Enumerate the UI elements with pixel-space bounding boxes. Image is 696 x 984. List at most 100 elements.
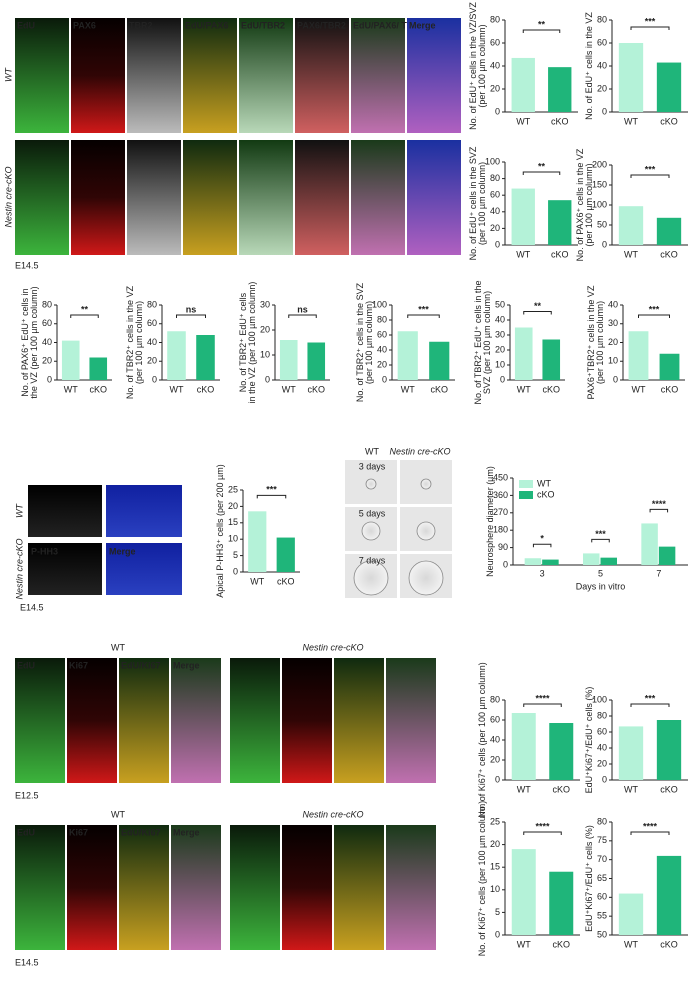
micrograph bbox=[15, 658, 65, 783]
y-tick-label: 80 bbox=[490, 14, 500, 24]
y-tick-label: 15 bbox=[228, 517, 238, 527]
bar bbox=[618, 726, 644, 780]
y-axis-label: No. of PAX6⁺ EdU⁺ cells inthe VZ (per 10… bbox=[20, 286, 39, 398]
micrograph bbox=[28, 543, 102, 595]
significance-label: **** bbox=[652, 499, 667, 509]
bar bbox=[89, 357, 108, 380]
x-tick-label: cKO bbox=[197, 384, 215, 394]
image-label: EdU/PAX6/ TBR2 bbox=[353, 20, 425, 30]
y-tick-label: 50 bbox=[495, 299, 505, 309]
bar bbox=[658, 546, 676, 565]
y-tick-label: 40 bbox=[377, 344, 387, 354]
bar bbox=[659, 353, 680, 380]
image-label: PAX6 bbox=[73, 20, 96, 30]
y-tick-label: 5 bbox=[233, 550, 238, 560]
x-tick-label: WT bbox=[170, 384, 184, 394]
x-tick-label: cKO bbox=[660, 784, 678, 794]
y-tick-label: 60 bbox=[490, 37, 500, 47]
y-tick-label: 60 bbox=[42, 318, 52, 328]
x-tick-label: cKO bbox=[277, 576, 295, 586]
x-tick-label: cKO bbox=[551, 249, 569, 259]
bar bbox=[511, 57, 535, 112]
image-label: PAX6/TBR2 bbox=[297, 20, 346, 30]
x-tick-label: WT bbox=[624, 939, 638, 949]
y-tick-label: 20 bbox=[490, 839, 500, 849]
significance-bracket bbox=[630, 831, 670, 835]
significance-bracket bbox=[630, 703, 670, 707]
significance-label: *** bbox=[595, 529, 606, 539]
bar bbox=[618, 893, 644, 935]
y-axis-label-line: Neurosphere diameter (µm) bbox=[485, 466, 495, 577]
y-tick-label: 20 bbox=[42, 356, 52, 366]
y-tick-label: 20 bbox=[608, 337, 618, 347]
micrograph bbox=[127, 18, 181, 133]
row-label: 3 days bbox=[359, 461, 386, 471]
bar bbox=[628, 331, 649, 380]
significance-bracket bbox=[407, 314, 440, 318]
y-axis-label-line: No. of Ki67⁺ cells (per 100 µm column) bbox=[477, 662, 487, 818]
micrograph bbox=[106, 485, 182, 537]
y-tick-label: 80 bbox=[490, 173, 500, 183]
y-axis-label-line: in the VZ (per 100 µm column) bbox=[247, 282, 257, 404]
y-axis-label: Neurosphere diameter (µm) bbox=[485, 466, 495, 577]
micrograph bbox=[386, 825, 436, 950]
micrograph bbox=[67, 658, 117, 783]
bar bbox=[279, 340, 298, 380]
image-label: EdU/PAX6 bbox=[185, 20, 228, 30]
bar bbox=[397, 331, 418, 380]
y-tick-label: 65 bbox=[597, 873, 607, 883]
x-tick-label: cKO bbox=[430, 384, 448, 394]
y-tick-label: 270 bbox=[493, 507, 508, 517]
y-tick-label: 80 bbox=[42, 299, 52, 309]
y-tick-label: 20 bbox=[597, 758, 607, 768]
bar bbox=[524, 558, 542, 565]
x-axis-label: Days in vitro bbox=[576, 581, 626, 591]
y-tick-label: 55 bbox=[597, 911, 607, 921]
x-tick-label: WT bbox=[624, 249, 638, 259]
bar bbox=[618, 43, 644, 112]
bar bbox=[429, 341, 450, 380]
y-tick-label: 0 bbox=[233, 566, 238, 576]
column-label: Nestin cre-cKO bbox=[389, 446, 450, 456]
y-tick-label: 10 bbox=[490, 884, 500, 894]
condition-label: Nestin cre-cKO bbox=[302, 809, 363, 819]
sphere bbox=[416, 521, 436, 541]
y-tick-label: 40 bbox=[597, 742, 607, 752]
significance-label: *** bbox=[645, 164, 656, 174]
y-tick-label: 0 bbox=[602, 106, 607, 116]
bar bbox=[61, 340, 80, 380]
y-tick-label: 60 bbox=[597, 37, 607, 47]
significance-label: **** bbox=[643, 821, 658, 831]
significance-bracket bbox=[176, 314, 206, 318]
y-axis-label: EdU⁺Ki67⁺/EdU⁺ cells (%) bbox=[584, 825, 594, 932]
y-axis-label-line: No. of EdU⁺ cells in the SVZ bbox=[468, 146, 478, 260]
x-tick-label: cKO bbox=[660, 939, 678, 949]
stage-label: E14.5 bbox=[20, 602, 44, 612]
stage-label: E12.5 bbox=[15, 790, 39, 800]
y-tick-label: 5 bbox=[495, 907, 500, 917]
y-tick-label: 30 bbox=[495, 329, 505, 339]
y-tick-label: 0 bbox=[495, 774, 500, 784]
bar bbox=[656, 720, 682, 780]
y-tick-label: 0 bbox=[602, 774, 607, 784]
y-tick-label: 100 bbox=[485, 156, 500, 166]
y-axis-label-line: No. of TBR2⁺ EdU⁺ cells bbox=[238, 292, 248, 392]
condition-label: WT bbox=[111, 809, 125, 819]
image-label: Merge bbox=[409, 20, 436, 30]
micrograph bbox=[386, 658, 436, 783]
micrograph bbox=[106, 543, 182, 595]
significance-bracket bbox=[70, 314, 99, 318]
y-tick-label: 30 bbox=[608, 318, 618, 328]
y-axis-label: Apical P-HH3⁺ cells (per 200 µm) bbox=[215, 464, 225, 597]
y-axis-label: No. of EdU⁺ cells in the VZ/SVZ(per 100 … bbox=[468, 2, 487, 130]
significance-label: *** bbox=[645, 16, 656, 26]
x-tick-label: 5 bbox=[598, 568, 603, 578]
micrograph bbox=[15, 140, 69, 255]
y-axis-label-line: No. of Ki67⁺ cells (per 100 µm column) bbox=[477, 801, 487, 957]
